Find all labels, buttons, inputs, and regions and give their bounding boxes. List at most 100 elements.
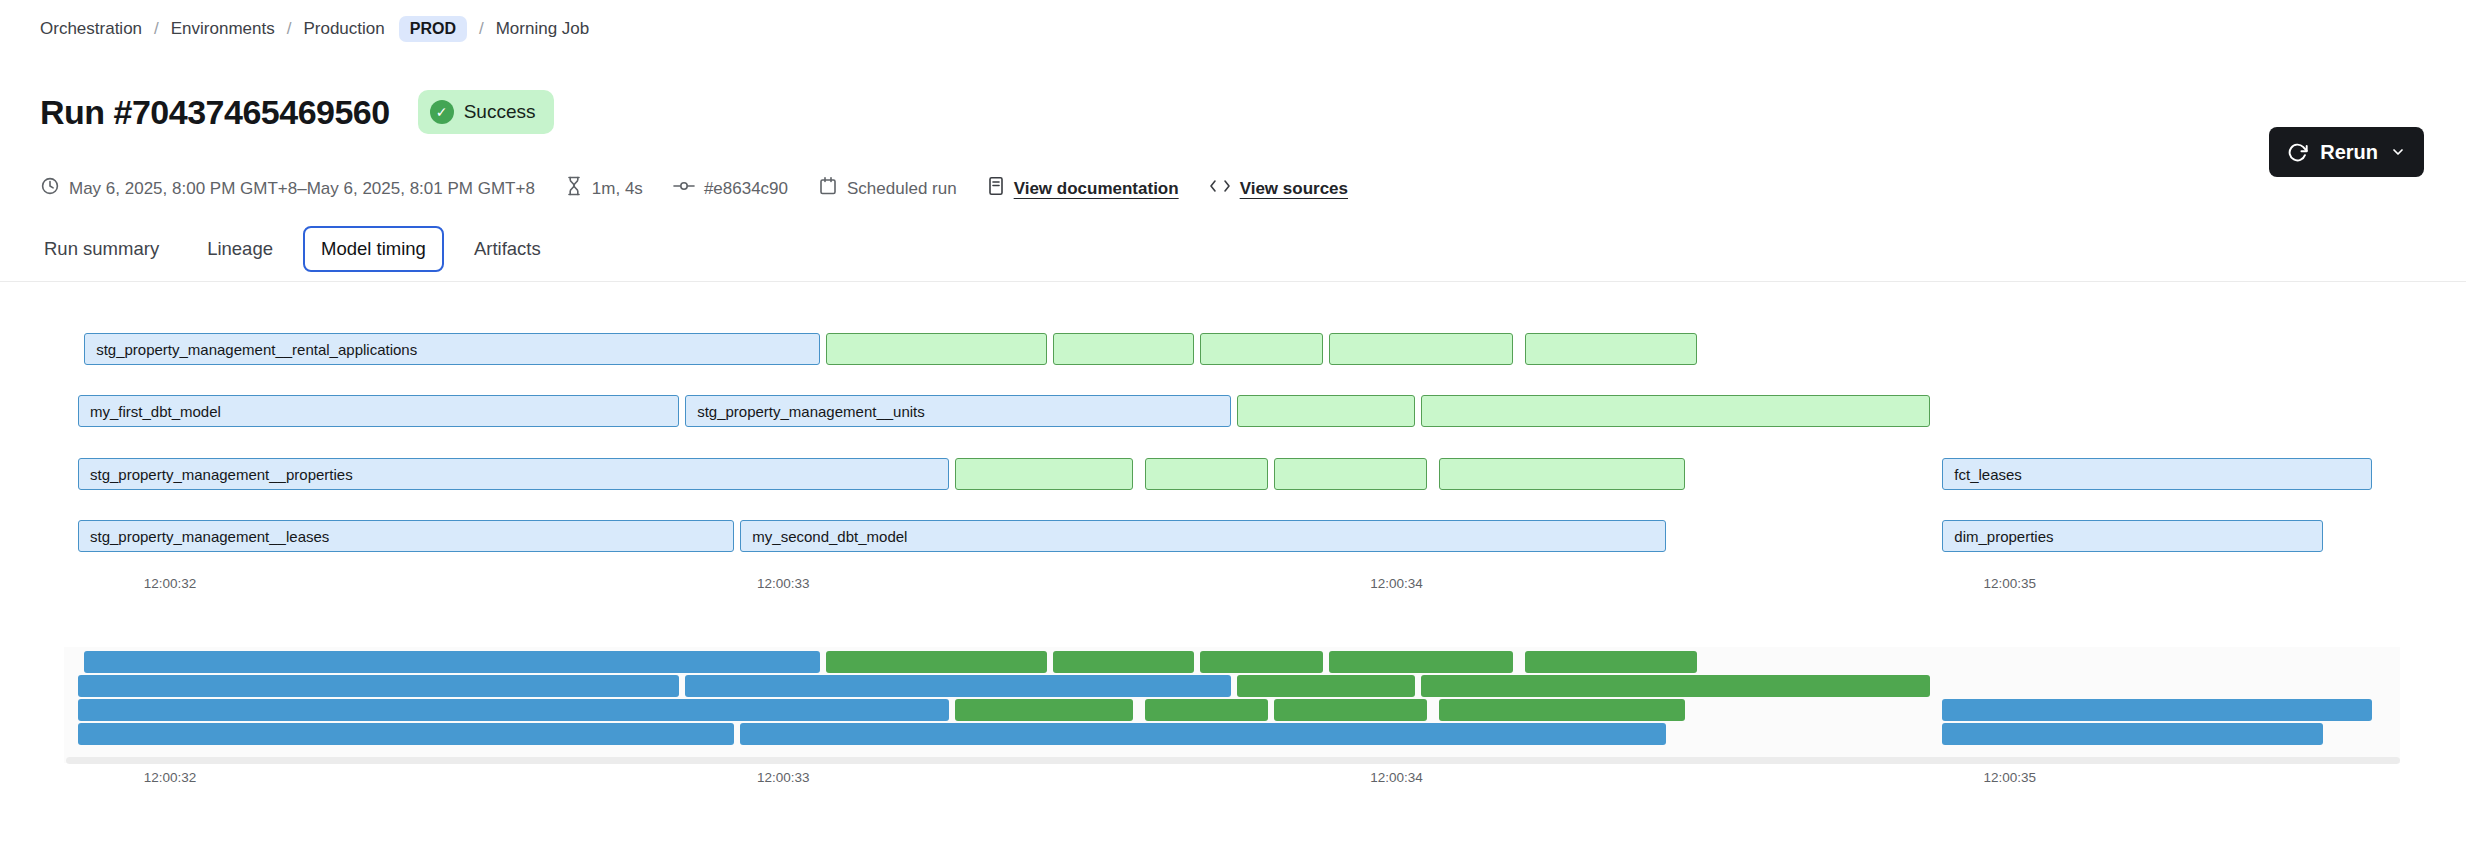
document-icon (987, 176, 1005, 201)
minimap-bar (955, 699, 1133, 721)
gantt-row: my_first_dbt_model stg_property_managemen… (78, 395, 2390, 427)
gantt-bar-label: fct_leases (1943, 466, 2022, 483)
axis-tick-label: 12:00:33 (757, 770, 810, 785)
gantt-bar[interactable] (1274, 458, 1427, 490)
gantt-bar-fct_leases[interactable]: fct_leases (1942, 458, 2371, 490)
minimap-bar (1525, 651, 1697, 673)
tab-bar-divider (0, 281, 2466, 282)
clock-icon (40, 176, 60, 201)
rerun-button[interactable]: Rerun (2269, 127, 2424, 177)
hourglass-icon (565, 176, 583, 201)
minimap-row (78, 723, 2390, 745)
axis-tick-label: 12:00:32 (144, 770, 197, 785)
minimap-bar (1439, 699, 1684, 721)
tab-lineage[interactable]: Lineage (189, 226, 291, 272)
gantt-bar-my_first_dbt_model[interactable]: my_first_dbt_model (78, 395, 679, 427)
view-documentation-label[interactable]: View documentation (1014, 179, 1179, 199)
gantt-bar-stg_property_management__leases[interactable]: stg_property_management__leases (78, 520, 734, 552)
meta-trigger-text: Scheduled run (847, 179, 957, 199)
breadcrumb-orchestration[interactable]: Orchestration (40, 19, 142, 39)
gantt-bar-dim_properties[interactable]: dim_properties (1942, 520, 2322, 552)
breadcrumb-morning-job[interactable]: Morning Job (496, 19, 590, 39)
axis-tick-label: 12:00:35 (1983, 576, 2036, 591)
minimap-bar (685, 675, 1231, 697)
axis-tick-label: 12:00:35 (1983, 770, 2036, 785)
breadcrumb-separator: / (154, 19, 159, 39)
gantt-x-axis: 12:00:3212:00:3312:00:3412:00:35 (78, 576, 2390, 596)
breadcrumb-production[interactable]: Production (303, 19, 384, 39)
meta-commit-text[interactable]: #e8634c90 (704, 179, 788, 199)
environment-badge-prod: PROD (399, 16, 467, 42)
minimap-bar (1942, 723, 2322, 745)
chevron-down-icon[interactable] (2390, 144, 2406, 160)
axis-tick-label: 12:00:33 (757, 576, 810, 591)
axis-tick-label: 12:00:32 (144, 576, 197, 591)
breadcrumb: Orchestration / Environments / Productio… (40, 16, 589, 42)
gantt-bar[interactable] (1237, 395, 1415, 427)
tab-artifacts[interactable]: Artifacts (456, 226, 559, 272)
minimap-bar (1274, 699, 1427, 721)
meta-duration: 1m, 4s (565, 176, 643, 201)
gantt-bar[interactable] (1421, 395, 1930, 427)
minimap-bar (1145, 699, 1268, 721)
minimap-bar (84, 651, 820, 673)
meta-time-range: May 6, 2025, 8:00 PM GMT+8–May 6, 2025, … (40, 176, 535, 201)
run-metadata: May 6, 2025, 8:00 PM GMT+8–May 6, 2025, … (40, 176, 1348, 201)
minimap-scroll-track[interactable] (66, 757, 2400, 764)
gantt-bar[interactable] (1053, 333, 1194, 365)
tab-bar: Run summary Lineage Model timing Artifac… (26, 226, 559, 272)
gantt-bar-label: stg_property_management__units (686, 403, 925, 420)
breadcrumb-separator: / (287, 19, 292, 39)
view-sources-link[interactable]: View sources (1209, 177, 1348, 200)
gantt-bar-my_second_dbt_model[interactable]: my_second_dbt_model (740, 520, 1666, 552)
meta-duration-text: 1m, 4s (592, 179, 643, 199)
gantt-bar-stg_property_management__units[interactable]: stg_property_management__units (685, 395, 1231, 427)
gantt-bar-label: my_second_dbt_model (741, 528, 907, 545)
minimap-bar (78, 699, 949, 721)
meta-commit: #e8634c90 (673, 176, 788, 201)
status-badge-label: Success (464, 101, 536, 123)
gantt-row: stg_property_management__properties fct_l… (78, 458, 2390, 490)
gantt-bar-label: my_first_dbt_model (79, 403, 221, 420)
rerun-refresh-icon (2287, 142, 2308, 163)
view-documentation-link[interactable]: View documentation (987, 176, 1179, 201)
tab-model-timing[interactable]: Model timing (303, 226, 444, 272)
minimap-bar (740, 723, 1666, 745)
gantt-bar-label: dim_properties (1943, 528, 2053, 545)
rerun-button-label: Rerun (2320, 141, 2378, 164)
minimap-bar (1329, 651, 1513, 673)
timing-minimap-brush[interactable] (78, 651, 2390, 745)
commit-icon (673, 176, 695, 201)
gantt-bar-label: stg_property_management__rental_applicat… (85, 341, 417, 358)
minimap-bar (826, 651, 1047, 673)
meta-time-range-text: May 6, 2025, 8:00 PM GMT+8–May 6, 2025, … (69, 179, 535, 199)
gantt-bar[interactable] (1329, 333, 1513, 365)
gantt-bar[interactable] (1439, 458, 1684, 490)
breadcrumb-environments[interactable]: Environments (171, 19, 275, 39)
model-timing-gantt: stg_property_management__rental_applicat… (78, 333, 2390, 555)
gantt-bar-stg_property_management__rental_applications[interactable]: stg_property_management__rental_applicat… (84, 333, 820, 365)
gantt-bar[interactable] (955, 458, 1133, 490)
gantt-bar[interactable] (1525, 333, 1697, 365)
gantt-bar[interactable] (1145, 458, 1268, 490)
success-check-icon: ✓ (430, 100, 454, 124)
minimap-bar (1421, 675, 1930, 697)
gantt-bar[interactable] (1200, 333, 1323, 365)
gantt-row: stg_property_management__rental_applicat… (78, 333, 2390, 365)
minimap-bar (78, 675, 679, 697)
gantt-bar-label: stg_property_management__leases (79, 528, 329, 545)
page-title: Run #70437465469560 (40, 93, 390, 132)
calendar-icon (818, 176, 838, 201)
tab-run-summary[interactable]: Run summary (26, 226, 177, 272)
meta-trigger: Scheduled run (818, 176, 957, 201)
axis-tick-label: 12:00:34 (1370, 770, 1423, 785)
minimap-bar (1942, 699, 2371, 721)
view-sources-label[interactable]: View sources (1240, 179, 1348, 199)
run-detail-page: Orchestration / Environments / Productio… (0, 0, 2466, 842)
status-badge: ✓ Success (418, 90, 554, 134)
gantt-bar[interactable] (826, 333, 1047, 365)
minimap-bar (78, 723, 734, 745)
breadcrumb-separator: / (479, 19, 484, 39)
minimap-x-axis: 12:00:32 12:00:33 12:00:34 12:00:35 (78, 770, 2390, 790)
gantt-bar-stg_property_management__properties[interactable]: stg_property_management__properties (78, 458, 949, 490)
